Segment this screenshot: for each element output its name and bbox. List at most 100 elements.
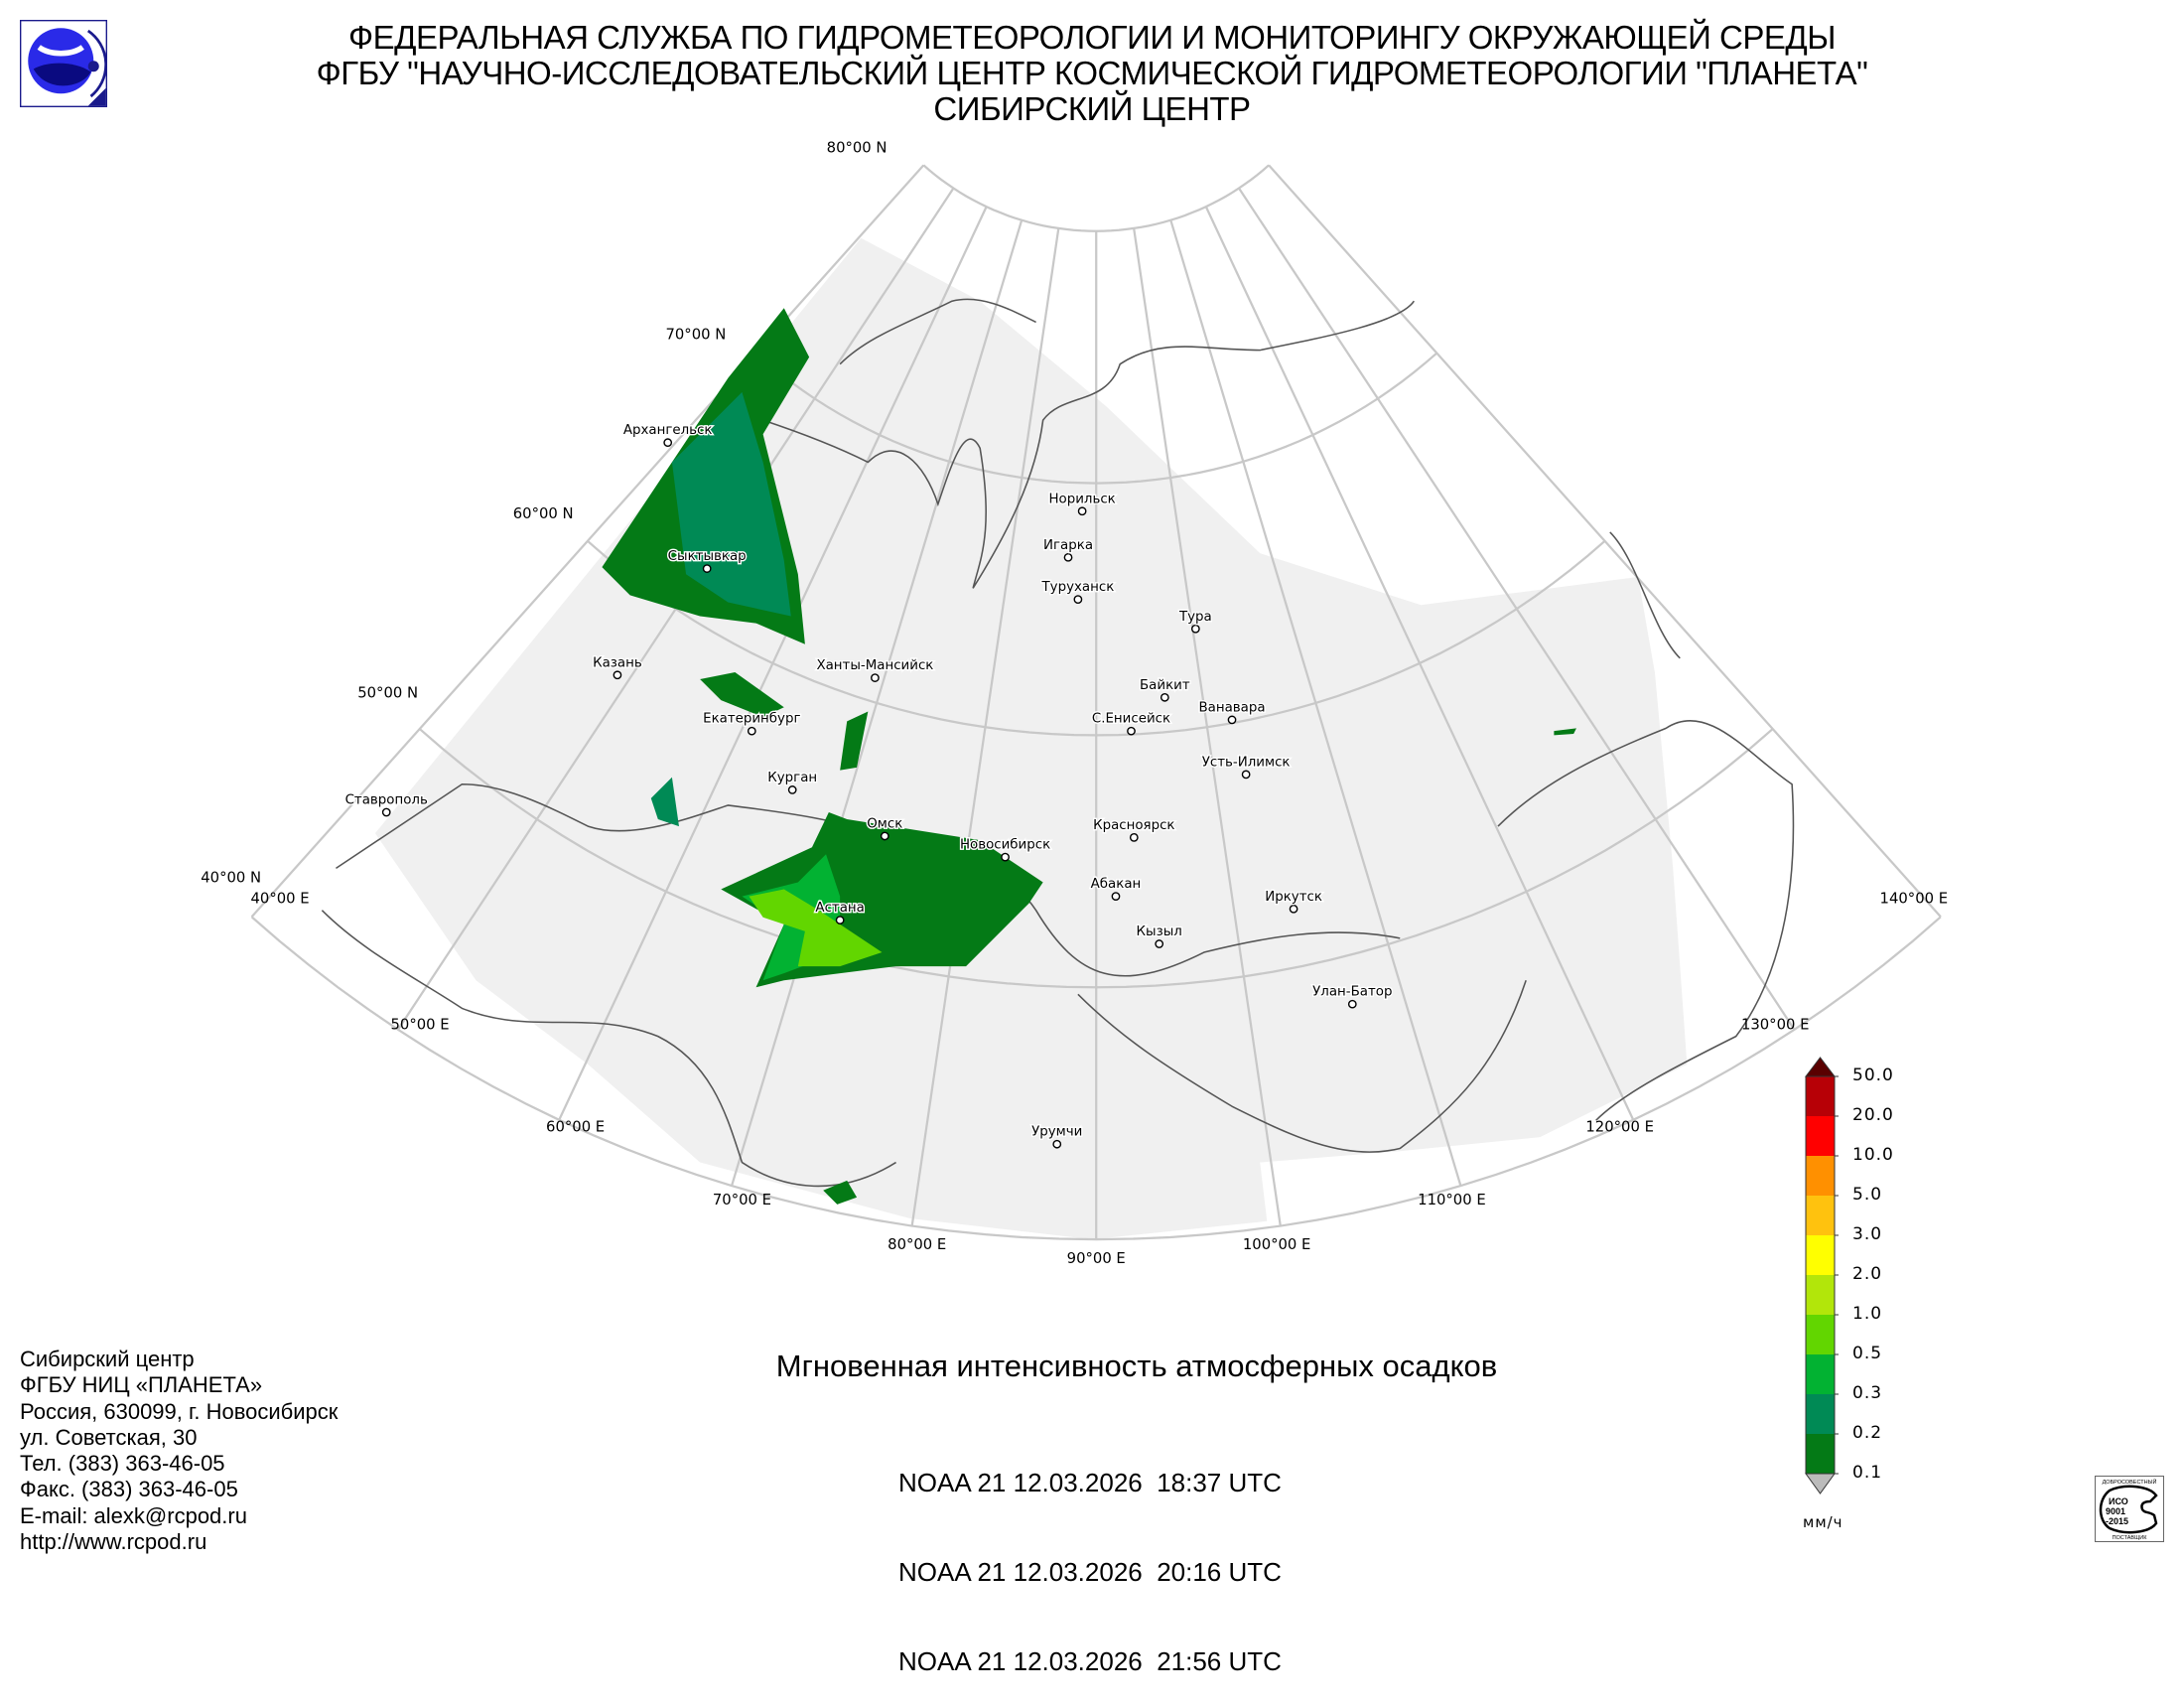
longitude-label: 70°00 E	[713, 1192, 771, 1208]
colorbar-tick-label: 5.0	[1852, 1185, 1883, 1205]
colorbar-segment	[1806, 1116, 1835, 1156]
longitude-label: 140°00 E	[1880, 891, 1949, 908]
latitude-label: 80°00 N	[827, 140, 887, 157]
city-marker-icon	[1129, 832, 1139, 842]
parallel-line	[754, 352, 1438, 485]
colorbar-segment	[1806, 1275, 1835, 1315]
header-title-line3: СИБИРСКИЙ ЦЕНТР	[933, 90, 1251, 127]
colorbar-tick-label: 0.1	[1852, 1463, 1883, 1483]
city-21: Кызыл	[1135, 924, 1183, 948]
city-label: Абакан	[1091, 876, 1142, 892]
city-7: Омск	[866, 815, 904, 841]
colorbar-segment	[1806, 1315, 1835, 1354]
city-label: Новосибирск	[960, 837, 1050, 853]
city-marker-icon	[1111, 892, 1121, 901]
precip-area-kazakhstan-light	[749, 889, 883, 967]
city-marker-icon	[747, 726, 756, 736]
city-19: Абакан	[1089, 875, 1143, 901]
colorbar-segment	[1806, 1076, 1835, 1116]
city-18: Красноярск	[1092, 816, 1176, 842]
colorbar-segment	[1806, 1196, 1835, 1235]
city-10: Норильск	[1047, 491, 1117, 516]
precip-area-west	[650, 777, 679, 827]
city-label: Усть-Илимск	[1202, 755, 1291, 770]
city-marker-icon	[1127, 726, 1136, 736]
city-label: Ванавара	[1198, 700, 1265, 715]
header-title-line1: ФЕДЕРАЛЬНАЯ СЛУЖБА ПО ГИДРОМЕТЕОРОЛОГИИ …	[348, 19, 1836, 56]
city-marker-icon	[1227, 715, 1237, 725]
parallel-line	[587, 539, 1606, 737]
city-label: Казань	[593, 655, 642, 670]
contact-line: Сибирский центр	[20, 1347, 195, 1371]
city-marker-icon	[1073, 595, 1083, 604]
city-0: Архангельск	[621, 422, 714, 448]
city-marker-icon	[871, 673, 880, 682]
parallel-line	[250, 916, 1942, 1241]
city-marker-icon	[787, 785, 797, 794]
longitude-labels: 40°00 E 50°00 E 60°00 E 70°00 E 80°00 E 90°00…	[250, 891, 1948, 1267]
city-markers: Архангельск Сыктывкар Казань Екатеринбург Ст…	[343, 422, 1394, 1149]
city-1: Сыктывкар	[666, 548, 748, 573]
coastlines-borders	[321, 298, 1795, 1188]
city-label: Сыктывкар	[668, 549, 747, 564]
city-8: Новосибирск	[959, 835, 1052, 862]
pass-line: NOAA 21 12.03.2026 20:16 UTC	[898, 1557, 1282, 1587]
city-marker-icon	[1077, 506, 1087, 516]
colorbar-tick-label: 2.0	[1852, 1264, 1883, 1284]
city-marker-icon	[1001, 852, 1010, 862]
longitude-label: 80°00 E	[887, 1236, 946, 1253]
city-marker-icon	[613, 670, 622, 680]
city-22: Улан-Батор	[1311, 983, 1394, 1009]
city-label: Игарка	[1043, 538, 1093, 553]
city-label: Тура	[1178, 610, 1212, 625]
colorbar	[1804, 1057, 1839, 1494]
city-label: Норильск	[1048, 492, 1115, 506]
satellite-passes: NOAA 21 12.03.2026 18:37 UTC NOAA 21 12.…	[898, 1408, 1282, 1706]
city-4: Ставрополь	[343, 791, 429, 817]
city-label: Екатеринбург	[703, 711, 800, 727]
colorbar-over-triangle	[1804, 1057, 1837, 1077]
longitude-label: 100°00 E	[1243, 1236, 1311, 1253]
product-title: Мгновенная интенсивность атмосферных оса…	[775, 1349, 1498, 1383]
colorbar-segment	[1806, 1434, 1835, 1474]
colorbar-tick-label: 3.0	[1852, 1224, 1883, 1244]
city-label: Красноярск	[1093, 818, 1174, 833]
precip-area-band	[840, 711, 869, 771]
colorbar-segment	[1806, 1394, 1835, 1434]
city-label: Курган	[767, 771, 817, 785]
parallel-line	[922, 164, 1270, 232]
city-17: Усть-Илимск	[1200, 754, 1292, 780]
colorbar-under-triangle	[1805, 1473, 1836, 1494]
latitude-label: 40°00 N	[201, 869, 261, 886]
colorbar-tick-label: 10.0	[1852, 1145, 1894, 1165]
longitude-label: 90°00 E	[1067, 1250, 1126, 1267]
colorbar-segment	[1806, 1156, 1835, 1196]
precipitation-areas	[602, 308, 1576, 1205]
city-12: Туруханск	[1039, 579, 1116, 604]
colorbar-segment	[1806, 1354, 1835, 1394]
precip-area-northwest-moderate	[671, 391, 791, 617]
colorbar-tick-label: 0.2	[1852, 1423, 1883, 1443]
city-3: Екатеринбург	[702, 709, 802, 736]
city-marker-icon	[1241, 770, 1251, 780]
colorbar-legend: мм/ч 50.0 20.0 10.0 5.0 3.0 2.0 1.0 0.5 0.3 0.2 0.…	[1797, 1053, 1956, 1531]
contact-line: ул. Советская, 30	[20, 1424, 198, 1450]
city-marker-icon	[1155, 939, 1164, 948]
city-label: Байкит	[1140, 678, 1190, 693]
longitude-label: 40°00 E	[250, 891, 309, 908]
longitude-label: 110°00 E	[1418, 1192, 1486, 1208]
city-label: Кызыл	[1137, 924, 1182, 939]
city-15: Ванавара	[1197, 699, 1267, 725]
parallel-line	[419, 728, 1774, 989]
longitude-label: 130°00 E	[1741, 1017, 1810, 1034]
city-marker-icon	[1052, 1139, 1062, 1149]
city-23: Урумчи	[1030, 1123, 1084, 1149]
city-marker-icon	[1190, 624, 1200, 634]
city-label: Иркутск	[1265, 890, 1322, 905]
city-2: Казань	[592, 654, 643, 680]
contact-website: http://www.rcpod.ru	[20, 1529, 207, 1555]
colorbar-tick-label: 0.5	[1852, 1344, 1883, 1363]
contact-email: E-mail: alexk@rcpod.ru	[20, 1502, 247, 1528]
city-marker-icon	[1063, 552, 1073, 562]
city-label: Астана	[815, 901, 864, 916]
